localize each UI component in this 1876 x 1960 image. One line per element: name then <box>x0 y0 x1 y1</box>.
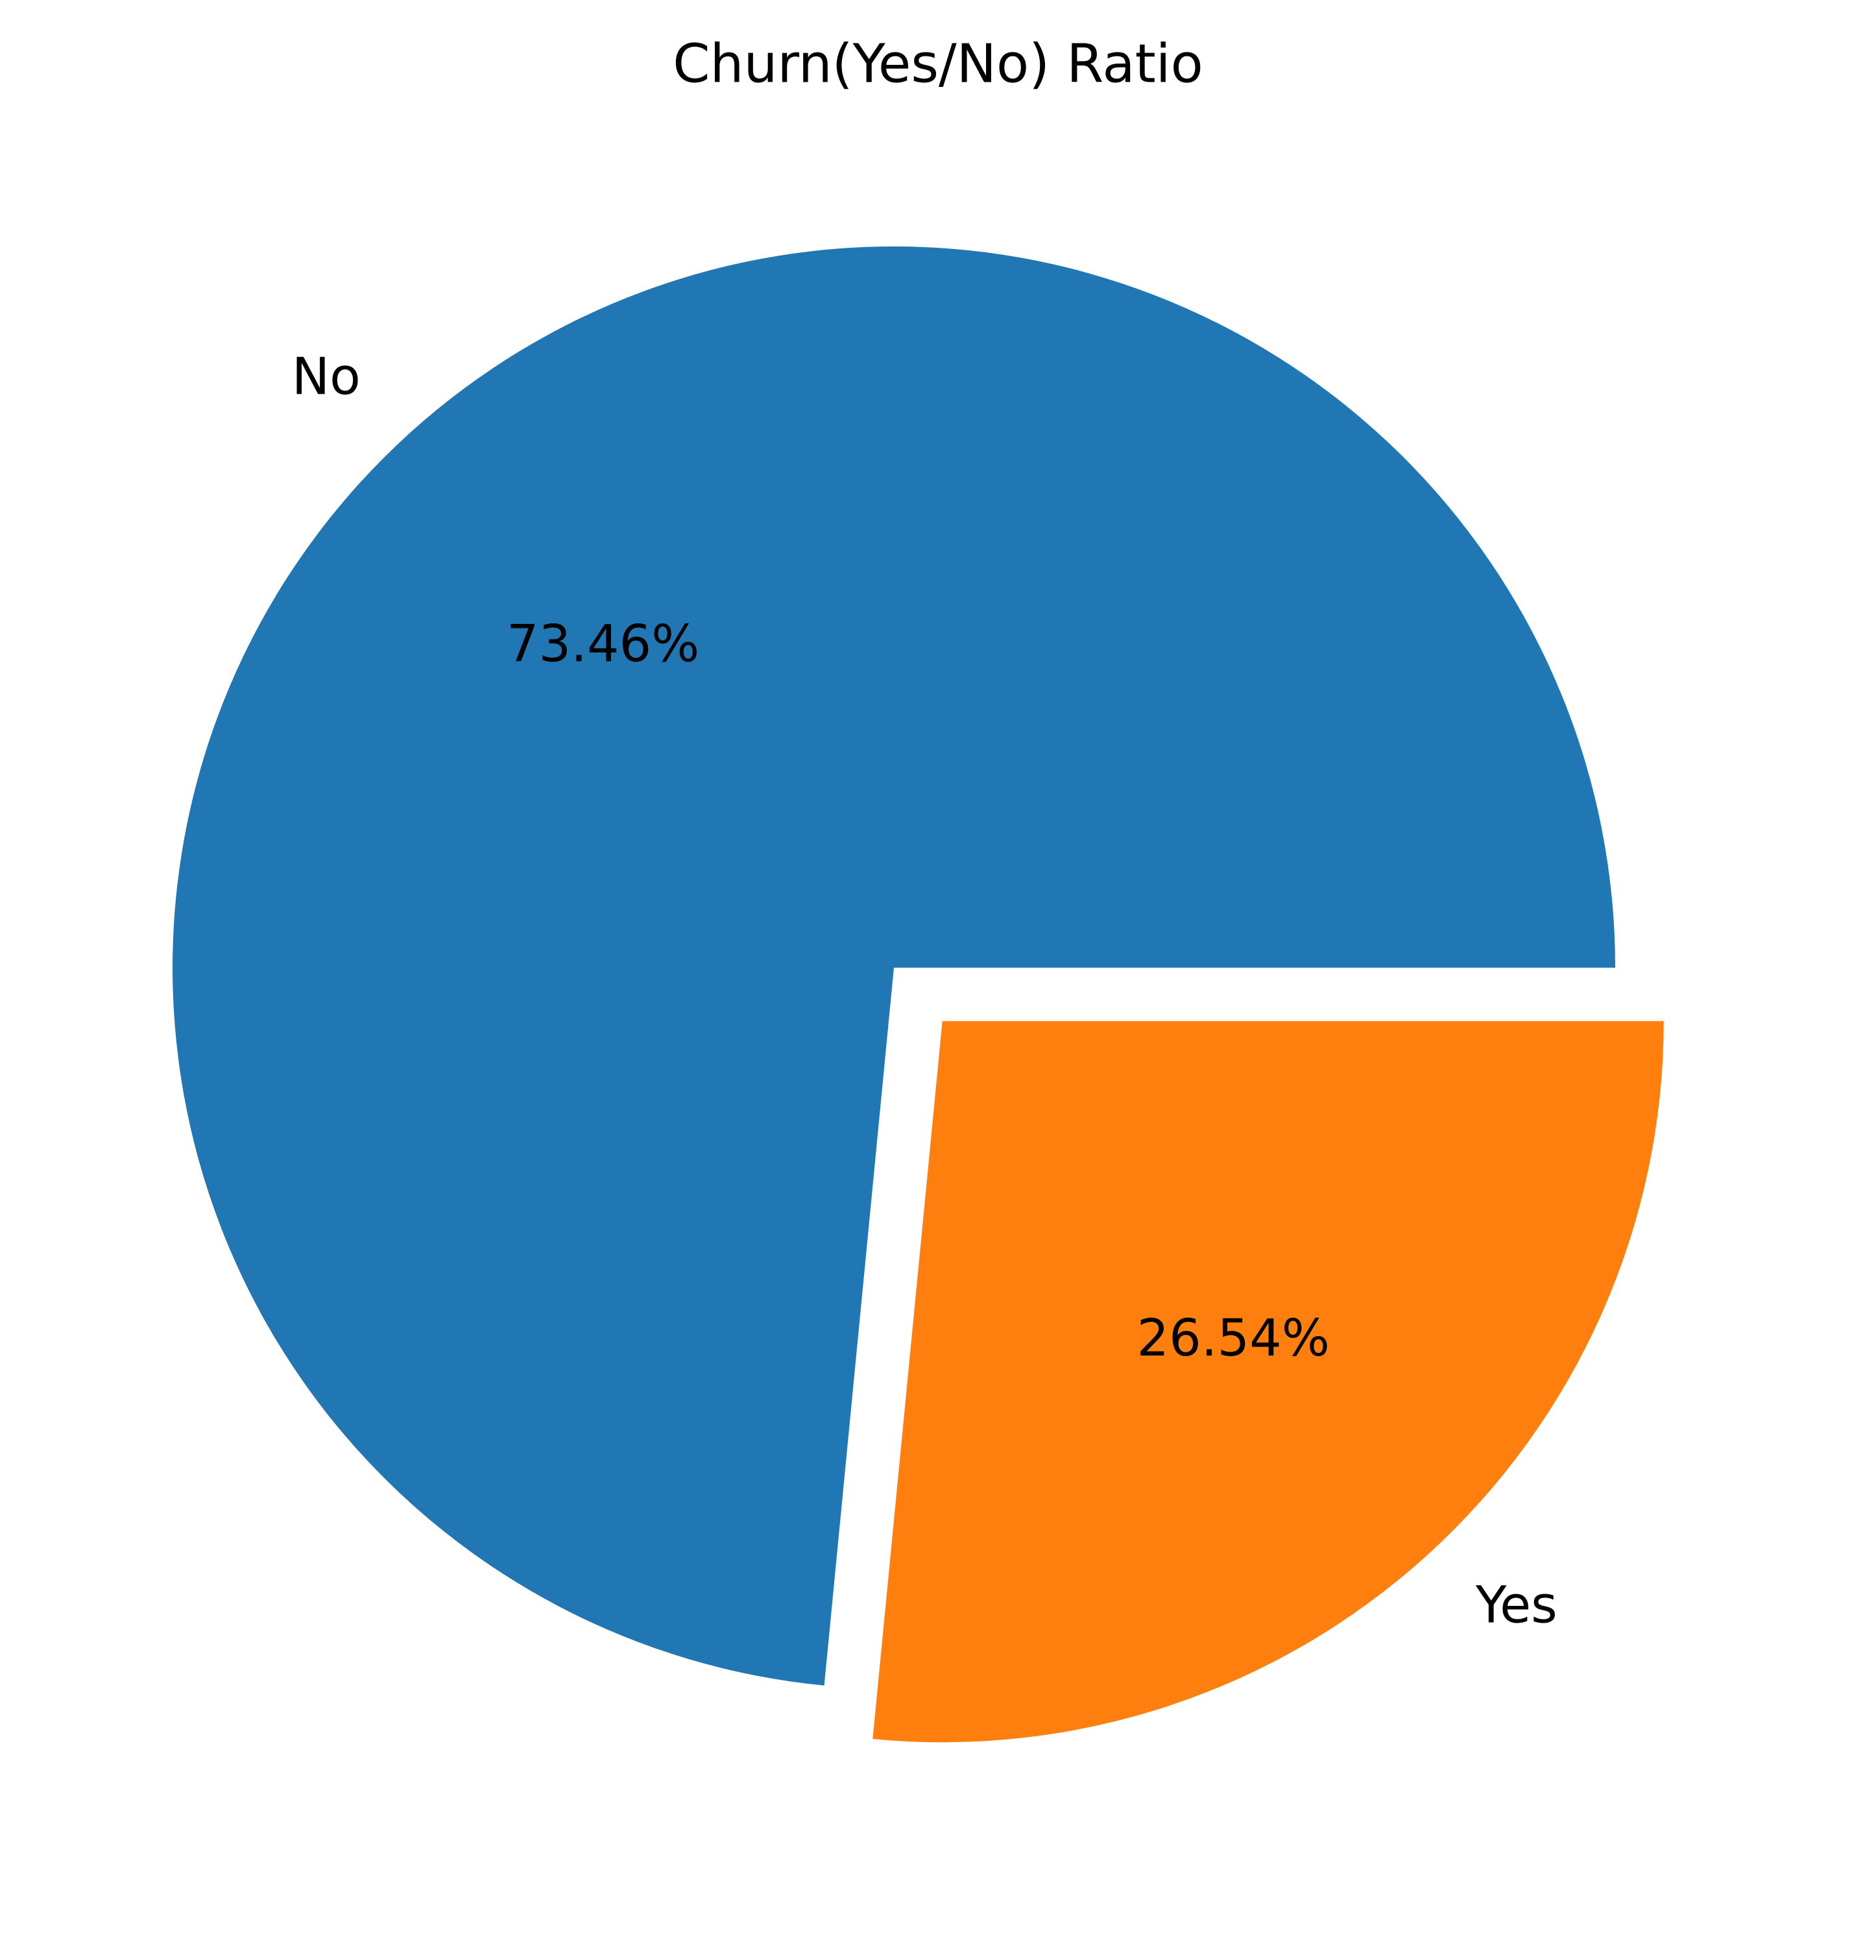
slice-percent-yes: 26.54% <box>1136 1309 1329 1368</box>
slice-label-yes: Yes <box>1475 1577 1557 1635</box>
slice-label-no: No <box>292 348 361 407</box>
pie-slice-no <box>173 246 1616 1686</box>
slice-percent-no: 73.46% <box>507 615 699 673</box>
pie-slices <box>173 246 1664 1743</box>
pie-labels: No 73.46% Yes 26.54% <box>292 348 1557 1635</box>
chart-title: Churn(Yes/No) Ratio <box>673 33 1203 95</box>
pie-slice-yes <box>872 1021 1664 1743</box>
